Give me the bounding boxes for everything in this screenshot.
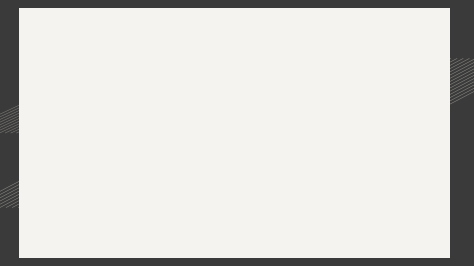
Text: COLEOPTILE: COLEOPTILE [327, 134, 374, 143]
Polygon shape [41, 89, 106, 133]
Polygon shape [70, 107, 77, 117]
Polygon shape [230, 179, 268, 195]
Text: RADICLE: RADICLE [327, 186, 360, 195]
Polygon shape [67, 104, 80, 120]
Polygon shape [46, 92, 100, 128]
Text: SEED COAT AND FRUIT-WALL: SEED COAT AND FRUIT-WALL [36, 26, 146, 35]
Text: SCUTELLUM: SCUTELLUM [327, 111, 373, 120]
Text: COLEORHIZA: COLEORHIZA [327, 203, 377, 212]
Polygon shape [223, 176, 275, 200]
Polygon shape [211, 130, 273, 184]
Polygon shape [204, 85, 298, 189]
Polygon shape [64, 102, 83, 122]
Polygon shape [190, 79, 310, 198]
Text: PLUMULE: PLUMULE [327, 153, 363, 162]
Text: EMBRYO: EMBRYO [107, 139, 139, 148]
Text: ENDOSPERM: ENDOSPERM [327, 46, 376, 55]
Polygon shape [198, 82, 302, 193]
Text: ENDOSPERM: ENDOSPERM [107, 117, 155, 126]
Text: ALEURONE LAYER: ALEURONE LAYER [47, 60, 116, 69]
Polygon shape [51, 94, 96, 125]
Polygon shape [222, 136, 285, 173]
